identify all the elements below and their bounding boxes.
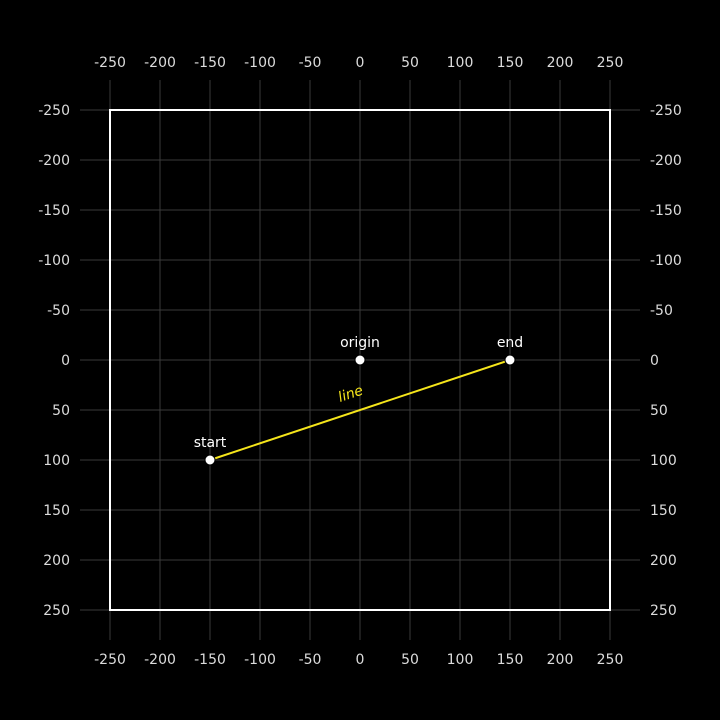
point-label: end	[497, 335, 523, 351]
tick-label-top: -100	[244, 55, 276, 71]
plot-frame	[109, 109, 611, 611]
tick-label-bottom: 200	[547, 652, 574, 668]
tick-label-top: 200	[547, 55, 574, 71]
tick-label-bottom: 150	[497, 652, 524, 668]
tick-label-left: -200	[38, 153, 70, 169]
tick-label-right: 150	[650, 503, 677, 519]
tick-label-top: 0	[356, 55, 365, 71]
tick-label-top: 250	[597, 55, 624, 71]
tick-label-right: -200	[650, 153, 682, 169]
tick-label-bottom: 0	[356, 652, 365, 668]
tick-label-bottom: -50	[299, 652, 322, 668]
tick-label-left: -250	[38, 103, 70, 119]
tick-label-top: 100	[447, 55, 474, 71]
tick-label-right: 0	[650, 353, 659, 369]
tick-label-bottom: -150	[194, 652, 226, 668]
tick-label-left: -50	[47, 303, 70, 319]
segment-line	[209, 359, 511, 461]
tick-label-right: -150	[650, 203, 682, 219]
tick-label-right: 200	[650, 553, 677, 569]
tick-label-left: 250	[43, 603, 70, 619]
tick-label-top: -200	[144, 55, 176, 71]
tick-label-left: 100	[43, 453, 70, 469]
point-start	[204, 454, 216, 466]
tick-label-left: 150	[43, 503, 70, 519]
tick-label-right: 250	[650, 603, 677, 619]
tick-label-right: -100	[650, 253, 682, 269]
tick-label-right: -50	[650, 303, 673, 319]
tick-label-bottom: 100	[447, 652, 474, 668]
tick-label-right: -250	[650, 103, 682, 119]
tick-label-top: -50	[299, 55, 322, 71]
tick-label-bottom: -200	[144, 652, 176, 668]
point-end	[504, 354, 516, 366]
tick-labels: -250 -250 -250 -250 -200 -200 -200 -200 -150 -150…	[38, 55, 682, 668]
tick-label-right: 100	[650, 453, 677, 469]
tick-label-left: 0	[61, 353, 70, 369]
tick-label-top: 50	[401, 55, 419, 71]
tick-label-top: -250	[94, 55, 126, 71]
point-label: start	[194, 435, 227, 451]
tick-label-bottom: -250	[94, 652, 126, 668]
points: origin end start	[194, 335, 523, 466]
tick-label-bottom: 250	[597, 652, 624, 668]
tick-label-left: 50	[52, 403, 70, 419]
point-origin	[354, 354, 366, 366]
segments: line	[209, 359, 511, 461]
tick-label-bottom: -100	[244, 652, 276, 668]
tick-label-left: 200	[43, 553, 70, 569]
tick-label-top: -150	[194, 55, 226, 71]
tick-label-left: -150	[38, 203, 70, 219]
tick-label-bottom: 50	[401, 652, 419, 668]
tick-label-right: 50	[650, 403, 668, 419]
tick-label-left: -100	[38, 253, 70, 269]
segment-label: line	[336, 383, 365, 406]
tick-label-top: 150	[497, 55, 524, 71]
point-label: origin	[340, 335, 380, 351]
